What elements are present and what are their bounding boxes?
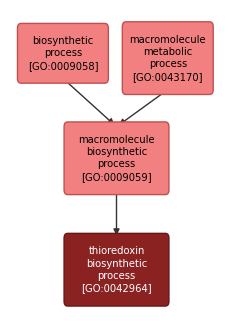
Text: thioredoxin
biosynthetic
process
[GO:0042964]: thioredoxin biosynthetic process [GO:004… [81,246,152,293]
FancyBboxPatch shape [64,122,169,194]
Text: biosynthetic
process
[GO:0009058]: biosynthetic process [GO:0009058] [28,36,98,71]
FancyBboxPatch shape [17,24,108,83]
FancyBboxPatch shape [64,233,169,306]
Text: macromolecule
metabolic
process
[GO:0043170]: macromolecule metabolic process [GO:0043… [130,35,206,82]
Text: macromolecule
biosynthetic
process
[GO:0009059]: macromolecule biosynthetic process [GO:0… [78,135,155,182]
FancyBboxPatch shape [122,22,213,94]
